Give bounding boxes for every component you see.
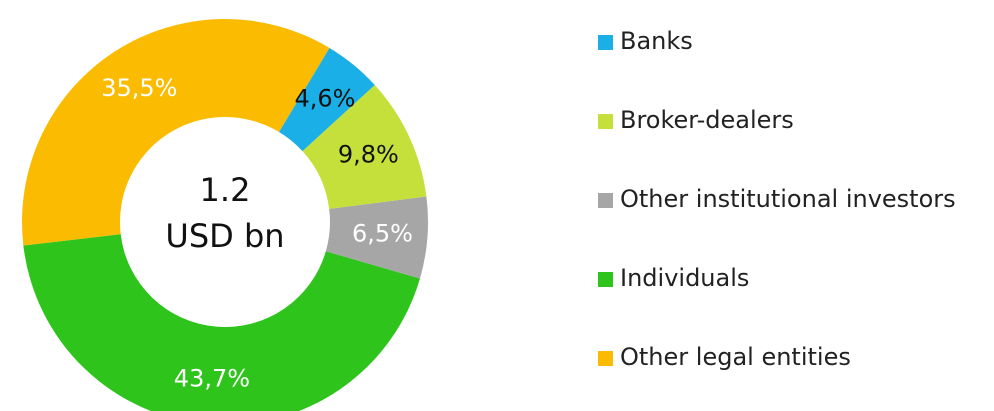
legend-label: Broker-dealers xyxy=(620,106,794,134)
legend-label: Other institutional investors xyxy=(620,185,956,213)
legend-label: Individuals xyxy=(620,264,749,292)
data-label: 6,5% xyxy=(352,219,413,247)
legend-swatch xyxy=(598,351,613,366)
legend-swatch xyxy=(598,272,613,287)
legend-swatch xyxy=(598,114,613,129)
slice xyxy=(22,18,330,246)
legend-swatch xyxy=(598,193,613,208)
data-label: 43,7% xyxy=(174,364,250,392)
slice xyxy=(279,47,375,152)
data-label: 4,6% xyxy=(295,85,356,113)
legend-label: Other legal entities xyxy=(620,343,851,371)
data-label: 35,5% xyxy=(101,74,177,102)
center-unit: USD bn xyxy=(165,217,284,255)
slice xyxy=(325,196,428,279)
slice xyxy=(23,234,420,411)
data-label: 9,8% xyxy=(338,141,399,169)
legend-label: Banks xyxy=(620,27,693,55)
slice xyxy=(302,84,427,209)
center-value: 1.2 xyxy=(200,171,251,209)
legend-swatch xyxy=(598,35,613,50)
